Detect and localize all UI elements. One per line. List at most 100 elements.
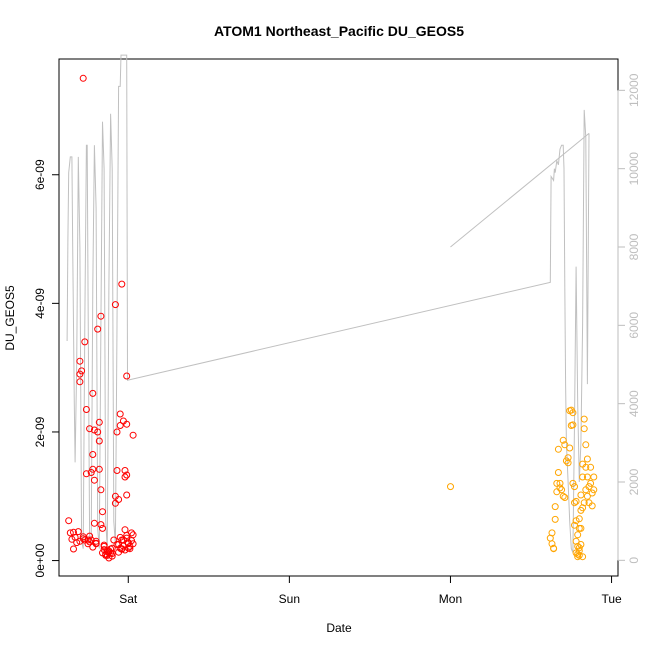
orange-data-point xyxy=(580,499,588,507)
red-data-point xyxy=(129,431,137,439)
orange-data-point xyxy=(447,483,454,491)
right-y-tick-label: 8000 xyxy=(627,233,641,260)
red-data-point xyxy=(115,496,123,503)
red-data-point xyxy=(121,467,129,474)
orange-data-point xyxy=(577,524,585,532)
orange-data-point xyxy=(548,529,556,537)
orange-data-point xyxy=(579,473,587,481)
red-data-point xyxy=(126,545,134,553)
red-data-point xyxy=(78,367,86,375)
orange-data-point xyxy=(561,494,569,501)
red-data-point xyxy=(73,539,81,547)
red-data-point xyxy=(66,529,74,537)
orange-data-point xyxy=(551,515,559,523)
red-data-point xyxy=(97,312,105,320)
orange-data-point xyxy=(575,515,583,523)
altitude-segment xyxy=(450,133,590,248)
orange-data-point xyxy=(588,502,596,510)
red-data-point xyxy=(108,552,116,560)
red-data-point xyxy=(92,537,100,545)
red-data-point xyxy=(90,519,98,527)
orange-data-point xyxy=(559,436,567,444)
red-data-point xyxy=(79,533,87,541)
red-data-point xyxy=(94,325,102,333)
red-data-point xyxy=(116,410,124,418)
y-tick-label: 6e-09 xyxy=(33,159,47,190)
red-data-point xyxy=(111,301,119,309)
red-data-point xyxy=(89,451,97,458)
red-data-point xyxy=(113,428,121,436)
y-tick-label: 4e-09 xyxy=(33,288,47,319)
orange-data-point xyxy=(572,497,580,505)
orange-data-point xyxy=(550,545,558,553)
red-data-point xyxy=(92,540,100,548)
red-data-point xyxy=(123,372,131,380)
orange-data-point xyxy=(564,454,572,462)
orange-data-point xyxy=(572,549,580,557)
red-data-point xyxy=(115,548,123,556)
y-tick-label: 0e+00 xyxy=(33,543,47,577)
x-tick-label: Tue xyxy=(601,592,622,606)
red-data-point xyxy=(123,420,131,428)
red-data-point xyxy=(113,467,121,474)
red-data-point xyxy=(95,437,103,445)
right-y-tick-label: 12000 xyxy=(627,73,641,107)
red-data-point xyxy=(99,508,106,516)
red-data-point xyxy=(79,535,87,543)
red-data-point xyxy=(116,422,124,429)
orange-data-point xyxy=(583,455,591,463)
orange-data-point xyxy=(569,409,577,417)
red-data-point xyxy=(90,476,98,484)
orange-data-point xyxy=(554,469,562,476)
red-data-point xyxy=(123,532,131,539)
red-data-point xyxy=(86,425,94,433)
red-data-point xyxy=(76,378,84,386)
orange-data-point xyxy=(554,445,562,453)
orange-data-point xyxy=(574,531,582,539)
data-points xyxy=(65,74,598,562)
right-y-tick-label: 10000 xyxy=(627,152,641,186)
x-tick-label: Sun xyxy=(279,592,300,606)
red-data-point xyxy=(65,517,73,525)
orange-data-point xyxy=(577,491,585,499)
x-axis: Sat Sun Mon Tue xyxy=(119,575,622,606)
right-y-tick-label: 6000 xyxy=(627,312,641,339)
orange-data-point xyxy=(571,483,578,491)
orange-data-point xyxy=(566,444,574,452)
orange-data-point xyxy=(587,463,595,471)
red-data-point xyxy=(76,357,84,365)
orange-data-point xyxy=(571,499,578,507)
orange-data-point xyxy=(580,425,588,433)
red-data-point xyxy=(95,465,103,473)
orange-data-point xyxy=(559,492,567,500)
red-data-point xyxy=(129,540,137,548)
orange-data-point xyxy=(580,415,588,423)
orange-data-point xyxy=(579,553,587,561)
right-y-tick-label: 2000 xyxy=(627,468,641,495)
orange-data-point xyxy=(551,503,559,511)
red-data-point xyxy=(116,533,124,541)
red-data-point xyxy=(95,418,103,426)
orange-data-point xyxy=(564,459,572,467)
orange-data-point xyxy=(556,479,564,487)
red-data-point xyxy=(89,389,97,397)
orange-data-point xyxy=(582,441,590,449)
red-data-point xyxy=(84,536,92,544)
orange-data-point xyxy=(582,463,590,471)
orange-data-point xyxy=(558,486,566,494)
red-data-point xyxy=(99,524,106,532)
red-data-point xyxy=(87,536,95,544)
orange-data-point xyxy=(590,486,598,494)
red-data-point xyxy=(81,338,89,346)
y-tick-label: 2e-09 xyxy=(33,416,47,447)
red-data-point xyxy=(100,541,108,549)
red-data-point xyxy=(74,528,82,536)
orange-data-point xyxy=(590,473,598,481)
orange-data-point xyxy=(561,441,569,449)
red-data-point xyxy=(94,428,102,436)
red-data-point xyxy=(123,491,131,499)
right-y-axis: 0 2000 4000 6000 8000 10000 12000 xyxy=(617,73,641,564)
red-data-point xyxy=(123,471,131,479)
y-axis-label: DU_GEOS5 xyxy=(3,285,17,351)
